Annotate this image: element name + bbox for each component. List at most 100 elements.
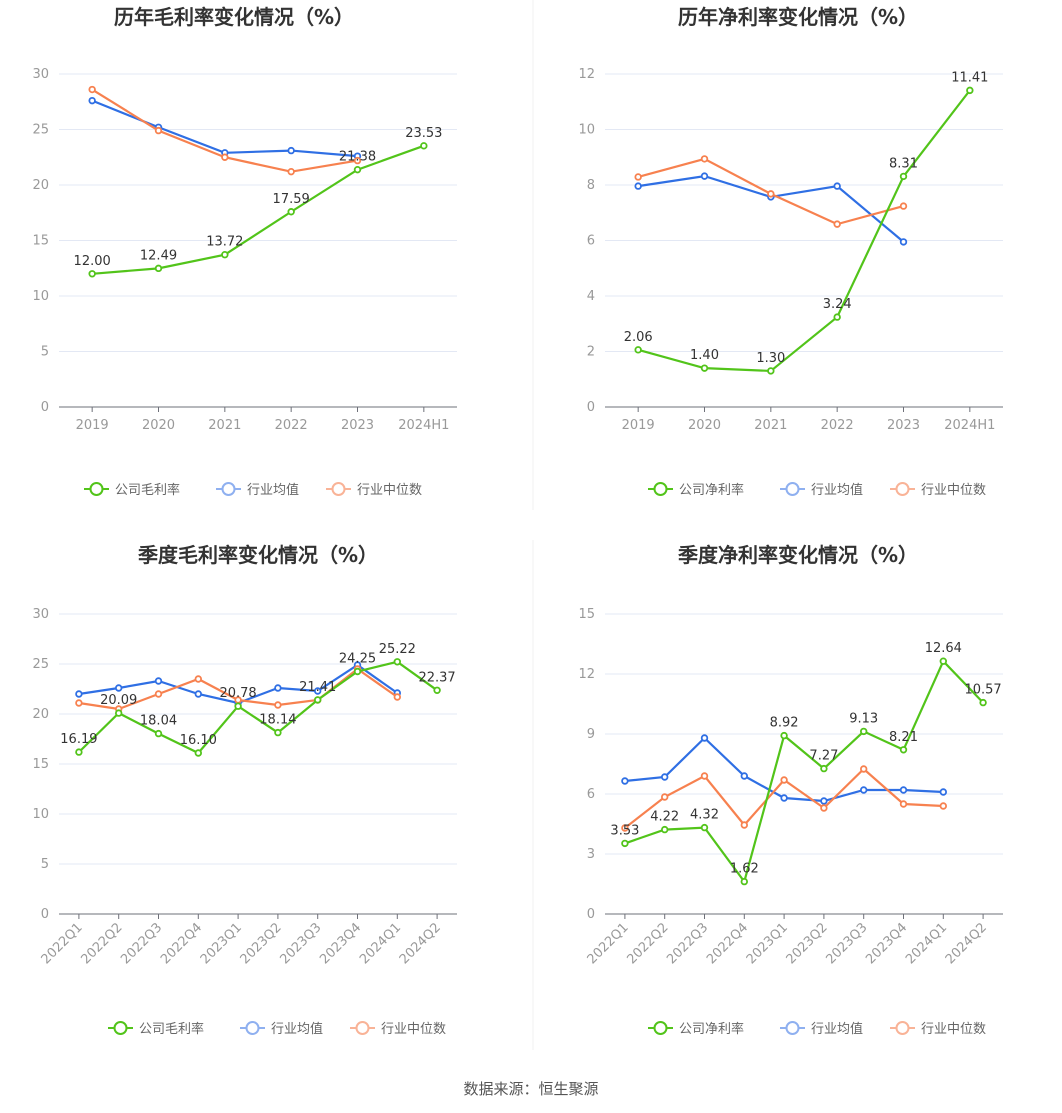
data-point xyxy=(833,220,841,228)
data-label: 1.62 xyxy=(730,862,759,877)
data-label: 10.57 xyxy=(964,683,1001,698)
data-label: 21.41 xyxy=(299,680,336,695)
y-tick-label: 10 xyxy=(32,807,49,822)
legend-label: 行业中位数 xyxy=(921,483,986,498)
data-point xyxy=(114,709,123,717)
x-tick-label: 2023Q2 xyxy=(238,920,285,967)
y-tick-label: 9 xyxy=(587,727,595,742)
data-label: 1.30 xyxy=(756,351,785,366)
data-point xyxy=(420,142,428,150)
data-point xyxy=(154,126,163,135)
legend-item[interactable]: 行业均值 xyxy=(780,1021,863,1037)
legend-item[interactable]: 公司毛利率 xyxy=(108,1021,204,1037)
legend-item[interactable]: 行业中位数 xyxy=(890,1021,986,1037)
data-point xyxy=(634,346,642,354)
data-source: 数据来源：恒生聚源 xyxy=(463,1080,598,1098)
x-tick-label: 2023Q4 xyxy=(317,920,364,967)
legend-marker-icon xyxy=(895,1021,910,1035)
legend-label: 公司净利率 xyxy=(679,1021,744,1037)
series-line-1 xyxy=(624,736,944,803)
data-point xyxy=(154,677,163,685)
legend-label: 行业中位数 xyxy=(921,1022,986,1037)
y-tick-label: 0 xyxy=(41,400,49,415)
data-point xyxy=(899,202,908,210)
y-tick-label: 10 xyxy=(32,289,49,304)
data-point xyxy=(833,313,841,321)
legend-item[interactable]: 行业均值 xyxy=(240,1021,323,1037)
data-point xyxy=(939,657,947,665)
legend-item[interactable]: 行业均值 xyxy=(780,482,863,498)
y-tick-label: 0 xyxy=(587,907,595,922)
data-point xyxy=(966,86,974,95)
series-line-0 xyxy=(78,660,438,755)
legend-item[interactable]: 公司净利率 xyxy=(648,482,744,498)
data-label: 18.04 xyxy=(140,714,177,729)
legend-item[interactable]: 行业均值 xyxy=(216,482,299,498)
series-line-1 xyxy=(91,99,358,158)
legend-label: 行业均值 xyxy=(811,1021,863,1037)
x-tick-label: 2022 xyxy=(821,418,854,433)
series-line-1 xyxy=(638,174,905,243)
x-tick-label: 2024Q2 xyxy=(943,920,990,967)
x-tick-label: 2022Q4 xyxy=(158,920,205,967)
legend-marker-icon xyxy=(331,482,346,496)
x-tick-label: 2022Q1 xyxy=(585,920,632,967)
data-label: 20.09 xyxy=(100,693,137,708)
chart-title: 历年净利率变化情况（%） xyxy=(678,5,918,29)
data-label: 4.32 xyxy=(690,808,719,823)
x-tick-label: 2019 xyxy=(76,418,109,433)
x-tick-label: 2023 xyxy=(887,418,920,433)
data-label: 17.59 xyxy=(273,192,310,207)
y-tick-label: 12 xyxy=(578,67,595,82)
legend-marker-icon xyxy=(785,482,800,496)
x-tick-label: 2024Q1 xyxy=(903,920,950,967)
data-point xyxy=(274,684,282,692)
data-point xyxy=(740,772,748,780)
data-point xyxy=(700,772,709,780)
data-point xyxy=(393,693,401,701)
legend-item[interactable]: 行业中位数 xyxy=(890,482,986,498)
data-label: 8.31 xyxy=(889,156,918,171)
legend-item[interactable]: 公司毛利率 xyxy=(84,482,180,498)
data-label: 16.19 xyxy=(60,732,97,747)
data-label: 11.41 xyxy=(951,70,988,85)
y-tick-label: 10 xyxy=(578,123,595,138)
x-tick-label: 2022Q4 xyxy=(704,920,751,967)
series-line-0 xyxy=(637,89,971,373)
legend-marker-icon xyxy=(89,482,104,496)
legend-marker-icon xyxy=(113,1021,128,1035)
x-tick-label: 2022 xyxy=(275,418,308,433)
legend-label: 行业均值 xyxy=(811,482,863,498)
data-label: 3.53 xyxy=(610,823,639,838)
x-tick-label: 2023Q1 xyxy=(198,920,245,967)
data-point xyxy=(221,153,229,161)
y-tick-label: 5 xyxy=(41,345,49,360)
legend-item[interactable]: 行业中位数 xyxy=(350,1021,446,1037)
data-point xyxy=(899,800,908,808)
legend-item[interactable]: 行业中位数 xyxy=(326,482,422,498)
legend-label: 公司毛利率 xyxy=(115,482,180,498)
data-label: 8.21 xyxy=(889,730,918,745)
series-line-0 xyxy=(92,144,425,275)
data-point xyxy=(75,699,83,707)
legend-marker-icon xyxy=(785,1021,800,1035)
data-point xyxy=(433,686,441,694)
data-point xyxy=(353,165,362,174)
data-label: 20.78 xyxy=(219,686,256,701)
legend-item[interactable]: 公司净利率 xyxy=(648,1021,744,1037)
data-point xyxy=(314,696,322,704)
data-point xyxy=(75,690,83,698)
data-point xyxy=(820,804,828,812)
chart-1: 历年毛利率变化情况（%） 0 5 10 15 20 25 30 2019 2020 2021 2022… xyxy=(32,5,457,498)
x-tick-label: 2023Q1 xyxy=(744,920,791,967)
y-tick-label: 30 xyxy=(32,607,49,622)
data-label: 22.37 xyxy=(418,670,455,685)
x-tick-label: 2022Q1 xyxy=(39,920,86,967)
legend-label: 行业中位数 xyxy=(357,483,422,498)
data-label: 12.64 xyxy=(925,641,962,656)
series-line-0 xyxy=(624,659,984,885)
x-tick-label: 2023Q3 xyxy=(823,920,870,967)
legend-marker-icon xyxy=(355,1021,370,1035)
data-point xyxy=(700,734,709,742)
data-point xyxy=(767,367,775,375)
